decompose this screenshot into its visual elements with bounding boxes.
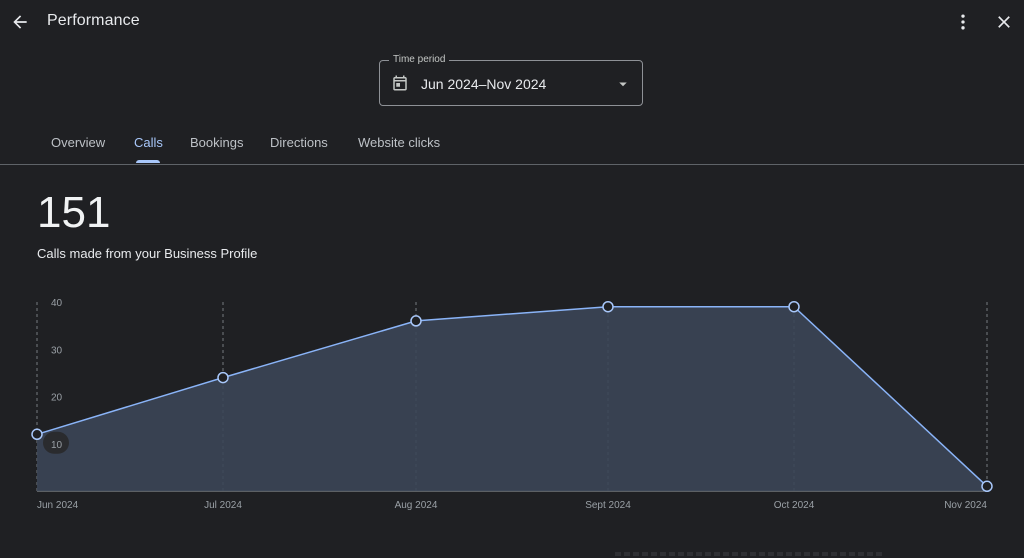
y-tick-badge bbox=[43, 431, 69, 454]
calls-chart: 10 20 30 40 Jun 2024 Jul 2024 Aug 2024 Sept 20… bbox=[31, 298, 993, 511]
tab-bar: Overview Calls Bookings Directions Websi… bbox=[0, 128, 1024, 165]
tab-directions[interactable]: Directions bbox=[270, 135, 328, 150]
x-tick-label: Oct 2024 bbox=[774, 500, 815, 511]
data-point[interactable] bbox=[981, 480, 993, 493]
more-vert-icon[interactable] bbox=[951, 10, 975, 34]
data-point[interactable] bbox=[788, 300, 800, 313]
y-tick-label: 40 bbox=[51, 298, 63, 309]
active-tab-indicator bbox=[136, 160, 160, 163]
data-point[interactable] bbox=[31, 428, 43, 441]
time-period-select[interactable]: Time period Jun 2024–Nov 2024 bbox=[379, 54, 643, 106]
time-period-value: Jun 2024–Nov 2024 bbox=[421, 76, 547, 92]
x-tick-label: Aug 2024 bbox=[395, 500, 438, 511]
arrow-back-icon[interactable] bbox=[8, 10, 32, 34]
dropdown-arrow-icon bbox=[614, 75, 632, 98]
data-point[interactable] bbox=[602, 300, 614, 313]
footer-faint-text bbox=[615, 552, 885, 556]
tab-calls[interactable]: Calls bbox=[134, 135, 163, 150]
x-tick-label: Jun 2024 bbox=[37, 500, 79, 511]
y-tick-label: 10 bbox=[51, 440, 63, 451]
calendar-icon bbox=[391, 74, 409, 97]
data-point[interactable] bbox=[217, 371, 229, 384]
page-title: Performance bbox=[47, 12, 140, 29]
top-bar: Performance bbox=[0, 0, 1024, 44]
tab-overview[interactable]: Overview bbox=[51, 135, 106, 150]
x-tick-label: Sept 2024 bbox=[585, 500, 631, 511]
tab-website-clicks[interactable]: Website clicks bbox=[358, 135, 441, 150]
chart-area-fill bbox=[37, 306, 987, 491]
chart-series-line bbox=[36, 305, 988, 487]
x-tick-label: Nov 2024 bbox=[944, 500, 987, 511]
tab-bookings[interactable]: Bookings bbox=[190, 135, 244, 150]
y-tick-label: 30 bbox=[51, 345, 63, 356]
metric-description: Calls made from your Business Profile bbox=[37, 246, 258, 261]
y-tick-label: 20 bbox=[51, 393, 63, 404]
close-icon[interactable] bbox=[992, 10, 1016, 34]
x-tick-label: Jul 2024 bbox=[204, 500, 242, 511]
data-point[interactable] bbox=[410, 315, 422, 327]
time-period-label: Time period bbox=[389, 54, 450, 66]
calls-total: 151 bbox=[37, 188, 111, 237]
